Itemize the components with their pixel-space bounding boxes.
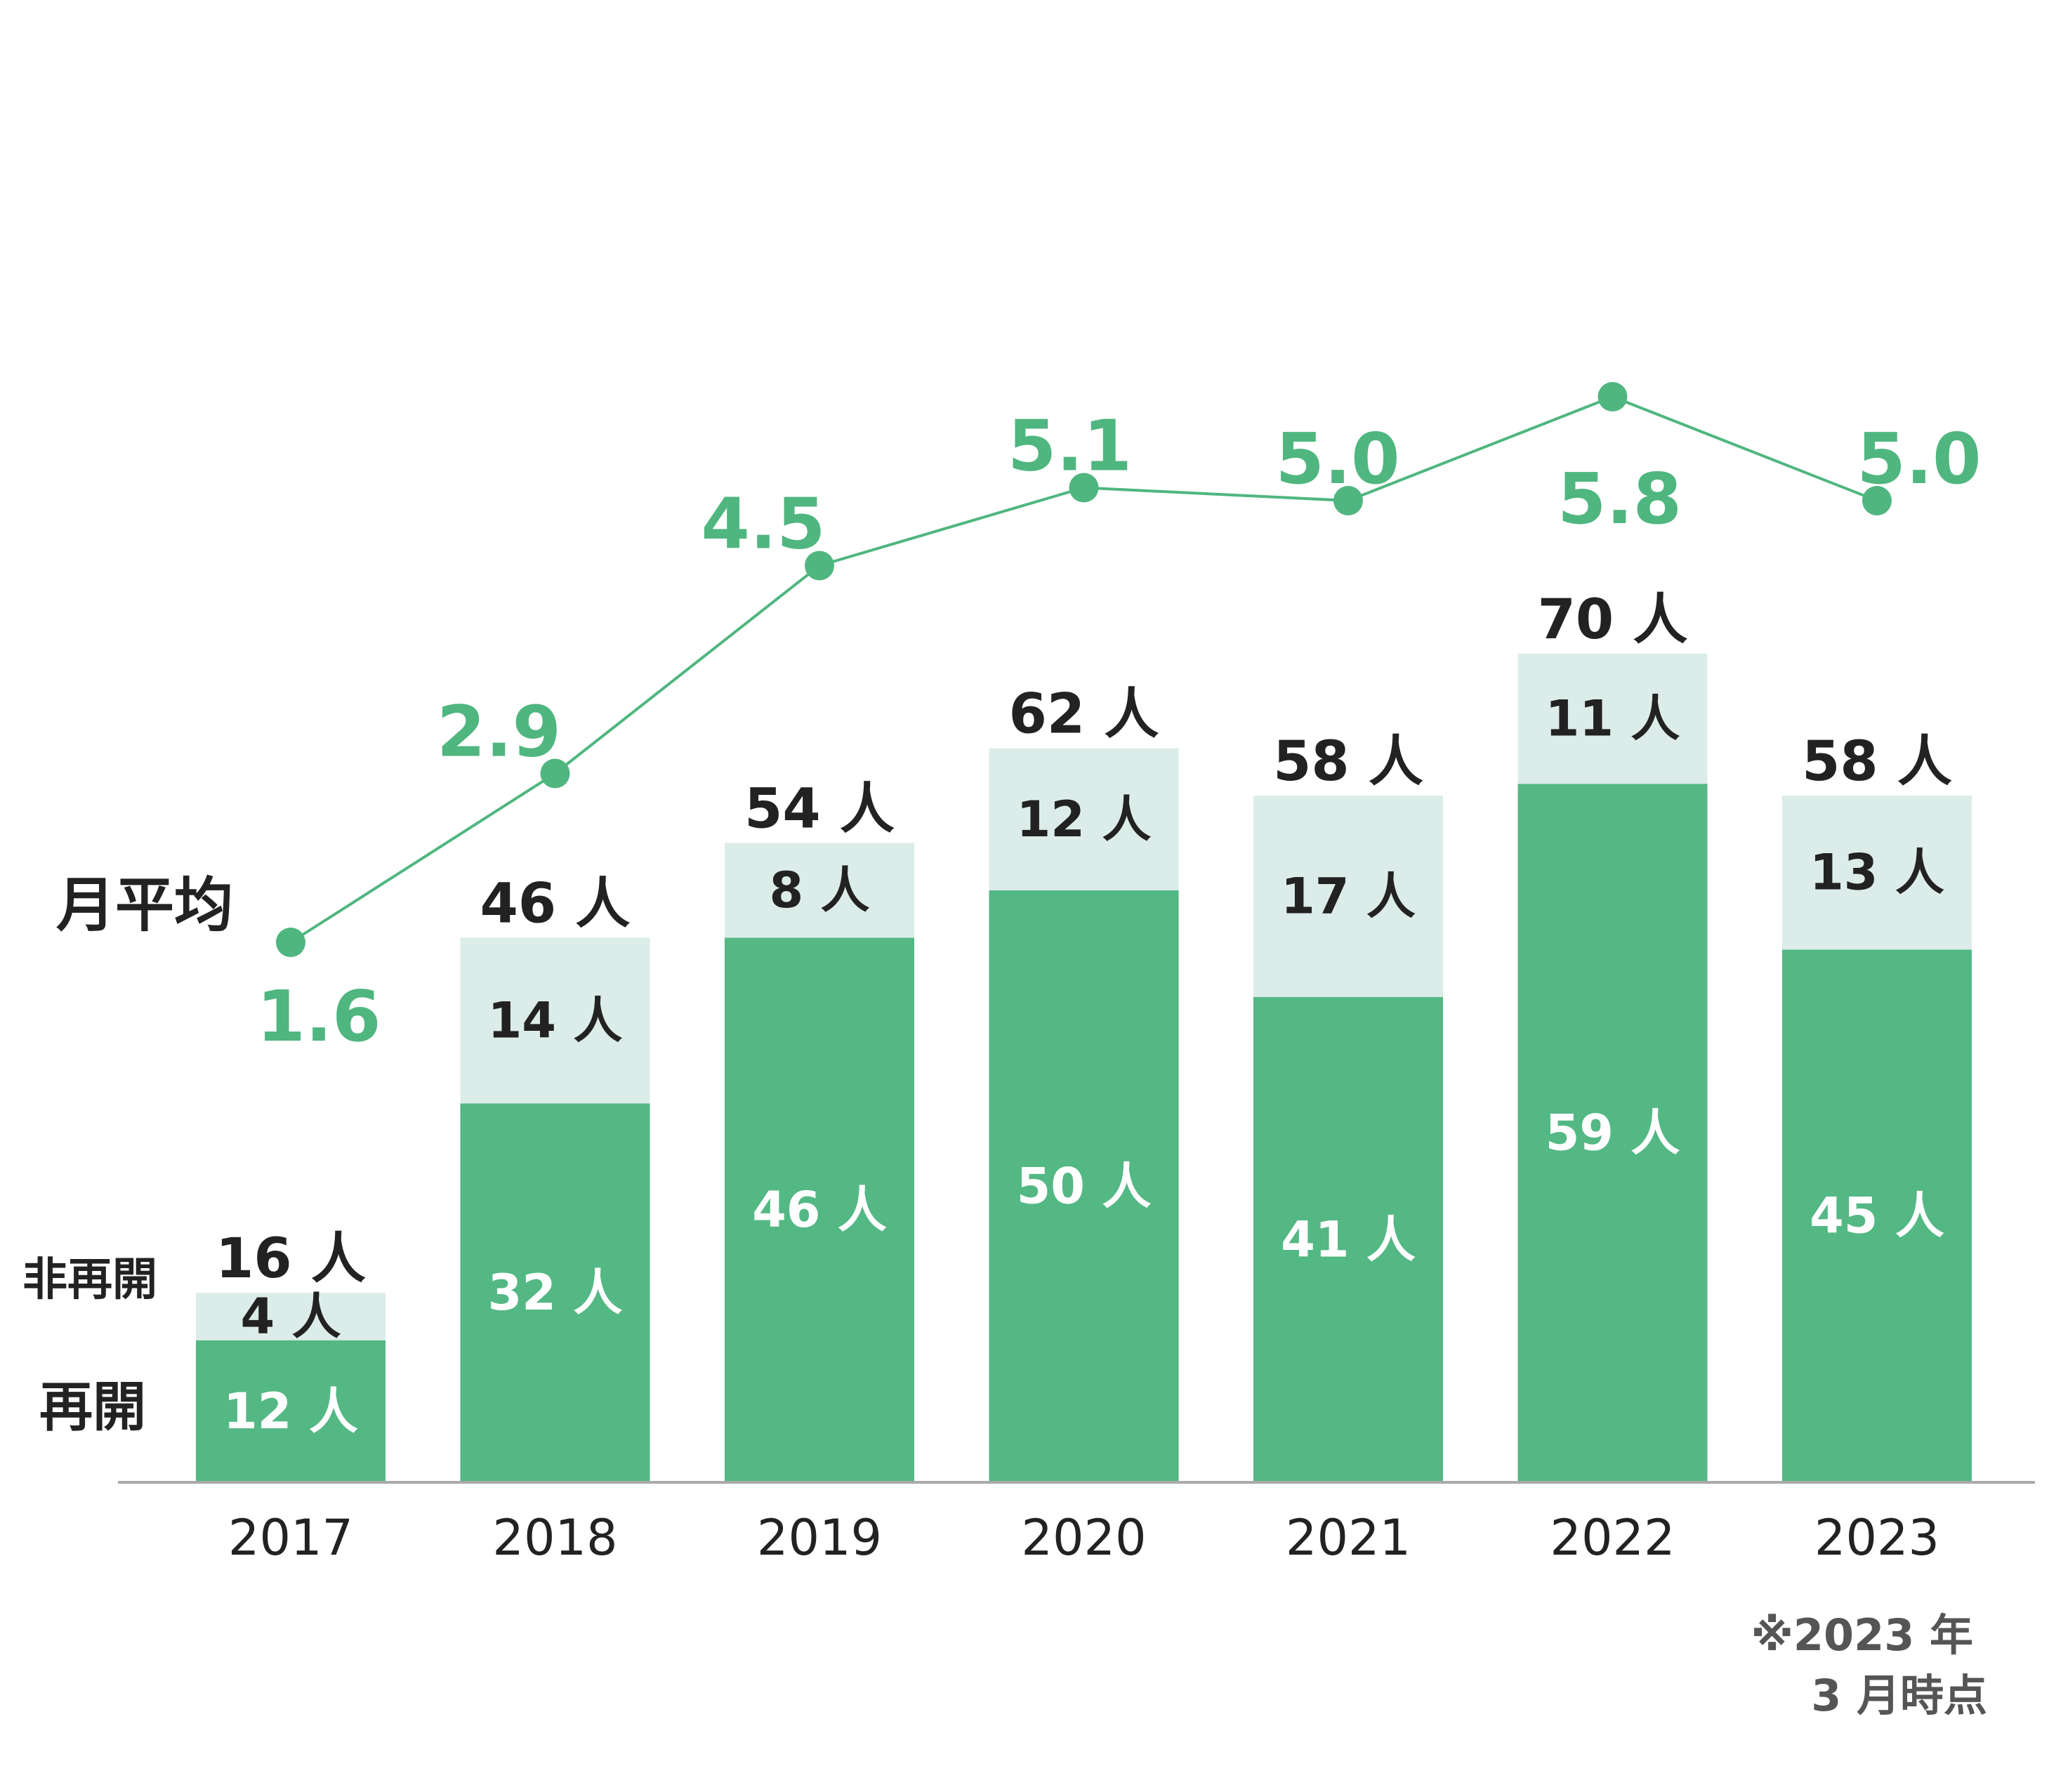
average-point-2017 [276,928,305,957]
bar-resumed-2023 [1782,949,1972,1482]
x-tick-2023: 2023 [1814,1509,1939,1567]
average-label-2017: 1.6 [256,975,381,1058]
average-label-2019: 4.5 [701,483,825,565]
label-stopped-2018: 14 人 [488,991,623,1049]
label-total-2023: 58 人 [1802,730,1952,793]
label-resumed-2023: 45 人 [1810,1187,1944,1245]
average-point-2021 [1333,486,1363,515]
label-resumed-2017: 12 人 [223,1383,358,1440]
label-total-2018: 46 人 [480,872,631,935]
x-tick-2018: 2018 [492,1509,617,1567]
average-label-2022: 5.8 [1557,458,1682,540]
label-total-2017: 16 人 [216,1227,366,1291]
bar-stopped-2018 [460,937,650,1104]
label-stopped-2021: 17 人 [1281,867,1416,925]
legend-resumed-label: 再開 [39,1376,146,1438]
average-label-2020: 5.1 [1008,405,1132,487]
bar-stopped-2023 [1782,796,1972,950]
x-tick-2020: 2020 [1021,1509,1146,1567]
label-resumed-2022: 59 人 [1546,1105,1680,1162]
x-tick-2017: 2017 [228,1509,353,1567]
label-resumed-2021: 41 人 [1281,1211,1416,1268]
note-line-1: ※2023 年 [1751,1609,1973,1661]
bar-stopped-2021 [1253,796,1443,997]
legend-average-label: 月平均 [56,871,233,940]
average-point-2023 [1862,486,1892,515]
label-total-2021: 58 人 [1273,730,1423,793]
x-tick-labels: 2017 2018 2019 2020 2021 2022 2023 [228,1509,1939,1567]
average-label-2023: 5.0 [1857,418,1981,500]
average-point-2019 [805,551,834,581]
label-resumed-2018: 32 人 [488,1264,623,1322]
label-stopped-2017: 4 人 [240,1288,341,1345]
x-tick-2021: 2021 [1286,1509,1411,1567]
label-resumed-2019: 46 人 [752,1181,887,1239]
bar-stopped-2019 [725,843,914,938]
note-line-2: 3 月時点 [1811,1670,1987,1721]
bar-resumed-2018 [460,1103,650,1482]
x-tick-2019: 2019 [757,1509,882,1567]
bar-resumed-2021 [1253,996,1443,1482]
average-point-2022 [1597,382,1628,411]
bar-stopped-2017 [196,1293,386,1340]
label-stopped-2022: 11 人 [1546,690,1680,748]
average-point-2020 [1069,473,1099,503]
x-tick-2022: 2022 [1550,1509,1675,1567]
label-stopped-2019: 8 人 [769,862,869,919]
bar-resumed-2022 [1517,784,1708,1482]
average-point-2018 [540,758,570,789]
bar-stopped-2022 [1517,653,1708,784]
average-line-group: 1.6 2.9 4.5 5.1 5.0 5.8 5.0 [256,382,1982,1058]
average-label-2018: 2.9 [437,691,561,773]
bar-resumed-2020 [989,890,1179,1482]
bar-group: 12 人 4 人16 人 32 人 14 人 46 人 46 人 8 人 54 人 50 人 12… [196,588,1972,1482]
bar-resumed-2019 [725,937,914,1482]
label-total-2019: 54 人 [744,778,895,841]
legend-stopped-label: 非再開 [22,1254,157,1306]
label-total-2022: 70 人 [1538,588,1688,652]
bar-stopped-2020 [989,748,1179,890]
label-stopped-2023: 13 人 [1810,844,1944,902]
bar-resumed-2017 [196,1340,386,1482]
label-total-2020: 62 人 [1009,683,1159,746]
label-resumed-2020: 50 人 [1017,1158,1152,1215]
label-stopped-2020: 12 人 [1017,791,1152,848]
average-label-2021: 5.0 [1275,418,1399,500]
